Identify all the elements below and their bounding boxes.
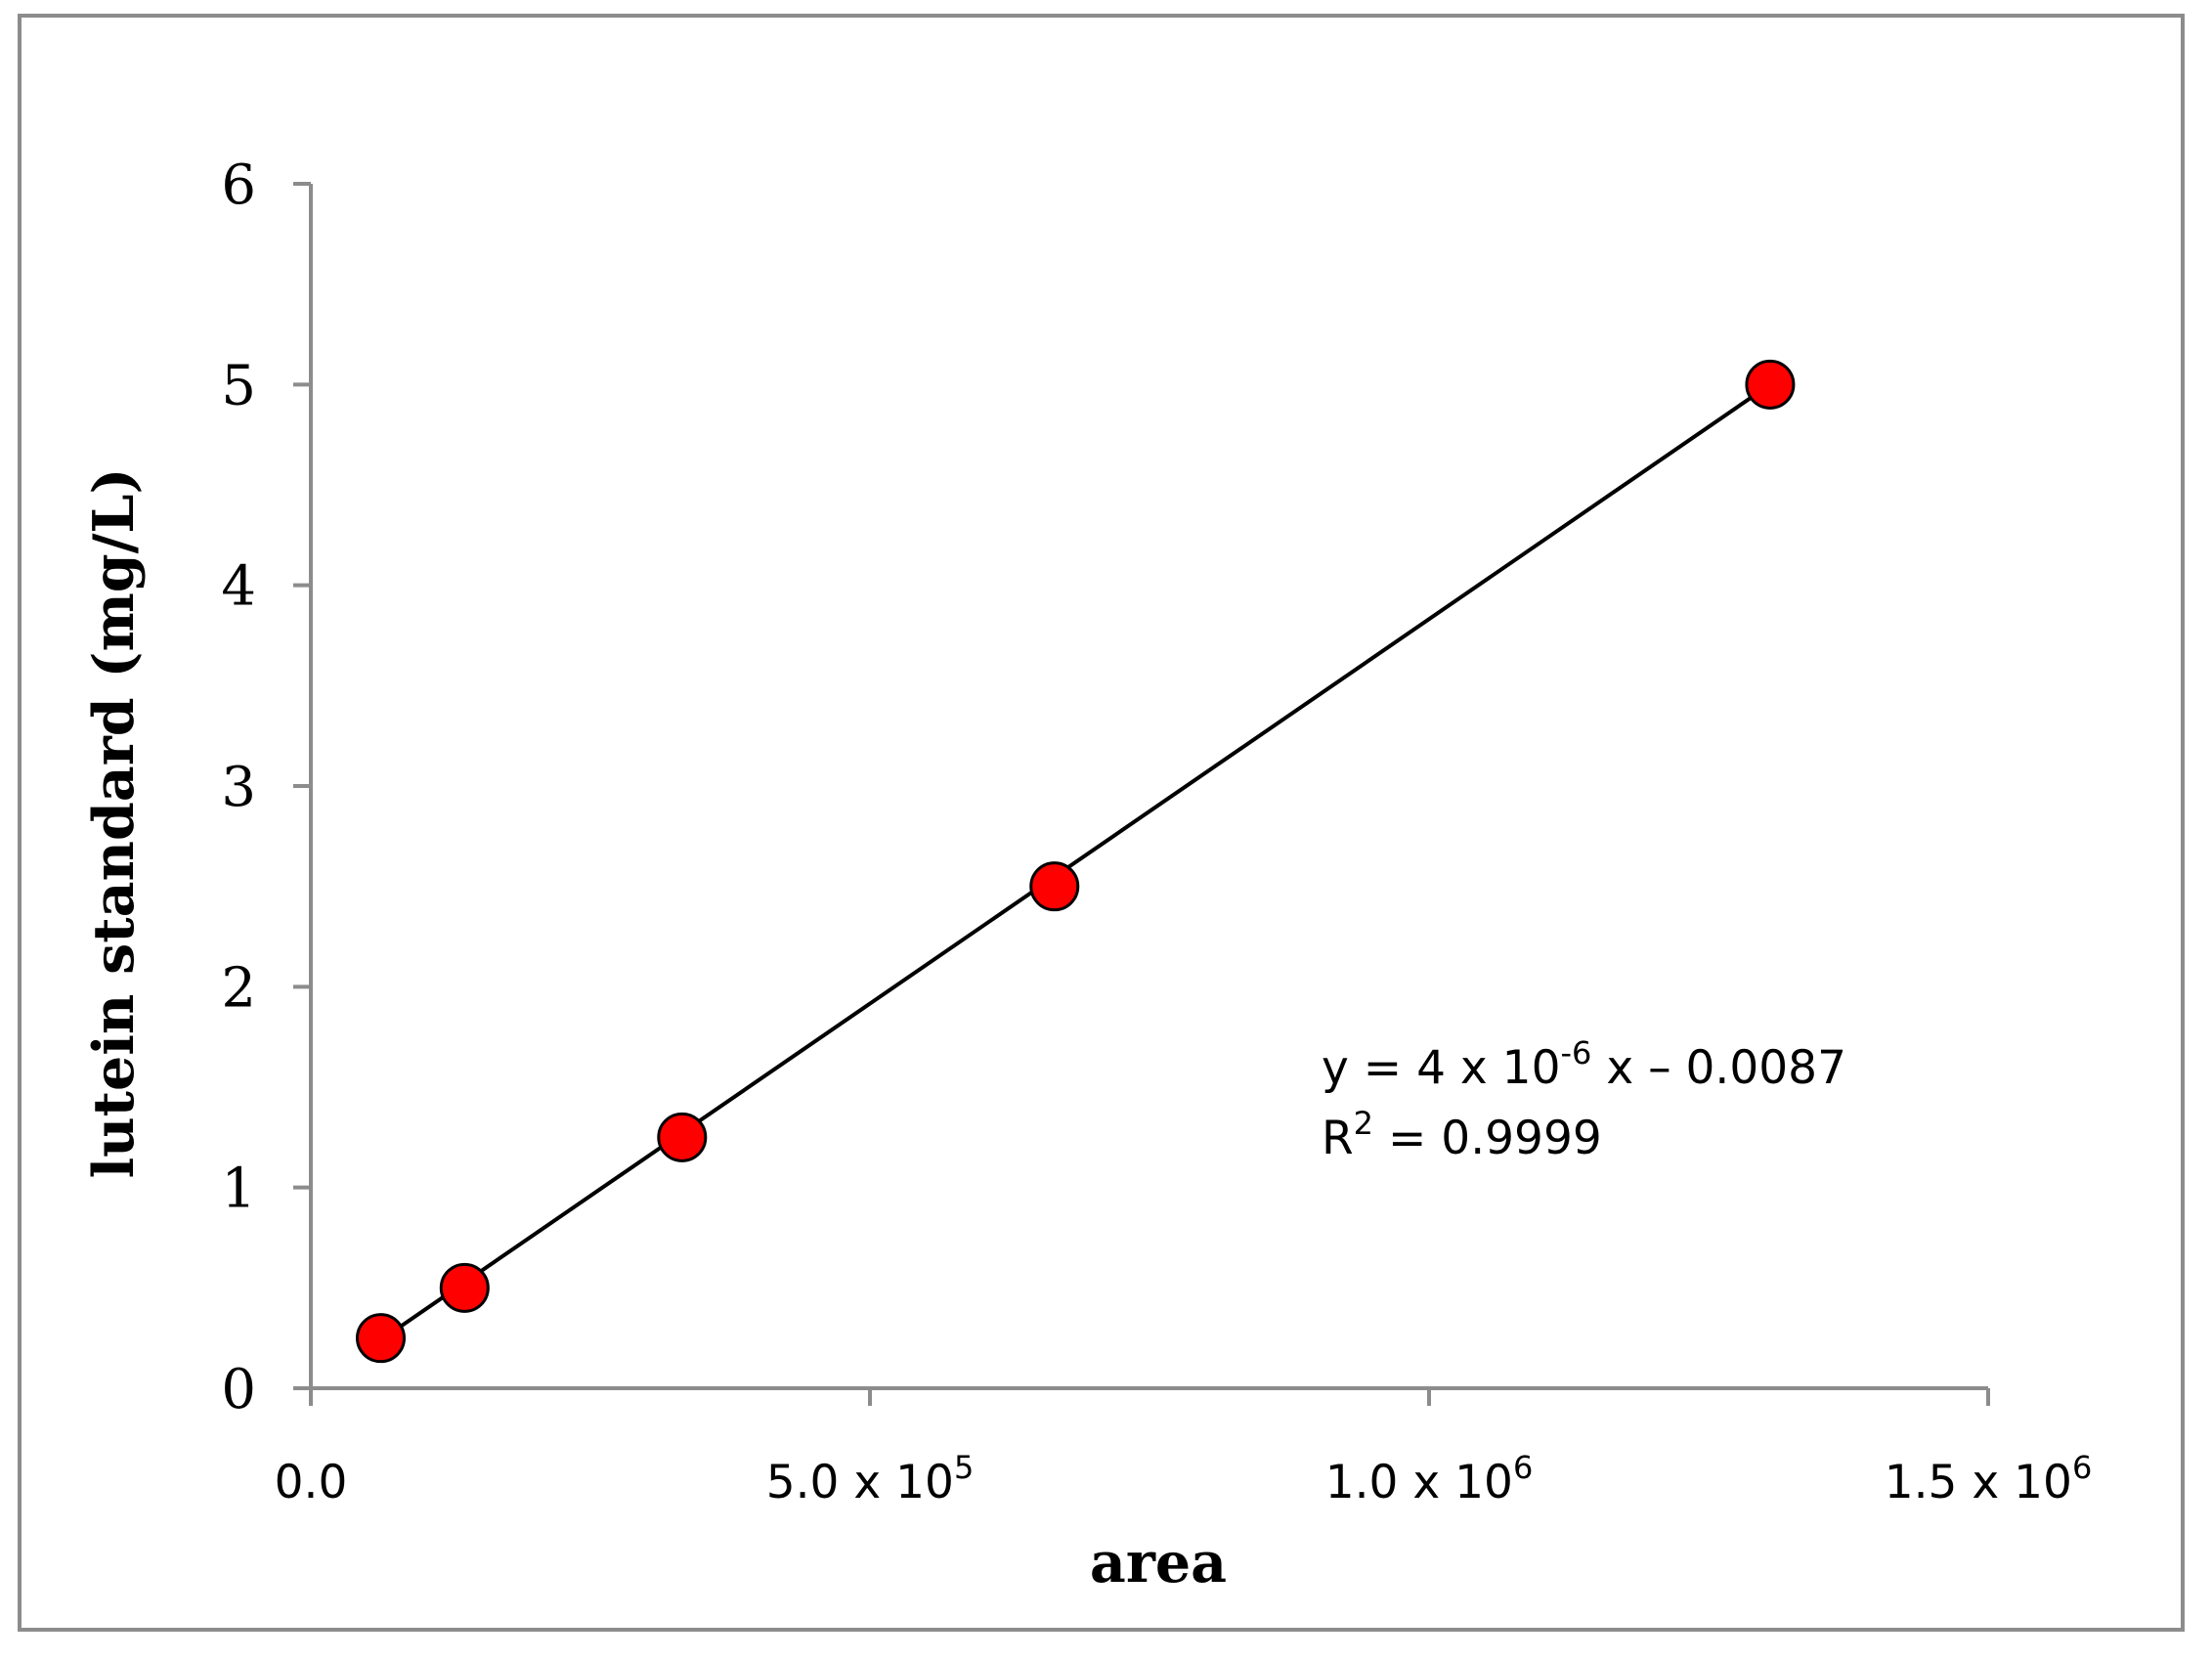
data-point — [439, 1262, 490, 1313]
x-tick-label: 0.0 — [275, 1456, 348, 1509]
y-tick-label: 2 — [221, 956, 256, 1020]
data-point — [1745, 359, 1796, 410]
data-point — [356, 1313, 406, 1364]
y-tick-label: 1 — [221, 1158, 256, 1221]
trendline-equation: y = 4 x 10-6 x – 0.0087 — [1322, 1034, 1846, 1095]
data-point — [1029, 861, 1080, 912]
y-axis: 0 1 2 3 4 5 6 — [221, 153, 313, 1421]
x-tick-label-base: 1.5 x 10 — [1885, 1456, 2072, 1509]
y-axis-title: lutein standard (mg/L) — [81, 468, 147, 1179]
x-tick-label-base: 0.0 — [275, 1456, 348, 1509]
y-tick-label: 5 — [221, 354, 256, 417]
x-tick-label-base: 1.0 x 10 — [1325, 1456, 1513, 1509]
r-squared-suffix: = 0.9999 — [1373, 1112, 1602, 1165]
equation-prefix: y = 4 x 10 — [1322, 1041, 1560, 1095]
r-squared-exponent: 2 — [1354, 1105, 1373, 1142]
r-squared-prefix: R — [1322, 1112, 1354, 1165]
x-tick-label-base: 5.0 x 10 — [766, 1456, 954, 1509]
x-tick-label: 1.5 x 106 — [1885, 1449, 2093, 1509]
equation-suffix: x – 0.0087 — [1591, 1041, 1846, 1095]
x-tick-label: 5.0 x 105 — [766, 1449, 975, 1509]
y-tick-label: 6 — [221, 153, 256, 217]
trendline — [379, 382, 1772, 1342]
x-tick-label-exponent: 6 — [2072, 1449, 2092, 1486]
y-tick-label: 0 — [221, 1358, 256, 1421]
plot-marks — [356, 359, 1796, 1364]
x-tick-label: 1.0 x 106 — [1325, 1449, 1534, 1509]
y-tick-label: 4 — [221, 555, 256, 619]
x-tick-label-exponent: 6 — [1513, 1449, 1533, 1486]
x-tick-label-exponent: 5 — [954, 1449, 974, 1486]
y-tick-label: 3 — [221, 756, 256, 819]
data-point — [657, 1112, 708, 1162]
x-axis-title: area — [1090, 1530, 1227, 1595]
x-axis: 0.0 5.0 x 105 1.0 x 106 1.5 x 106 — [275, 1386, 2093, 1509]
equation-exponent: -6 — [1560, 1034, 1591, 1071]
r-squared-label: R2 = 0.9999 — [1322, 1105, 1602, 1165]
